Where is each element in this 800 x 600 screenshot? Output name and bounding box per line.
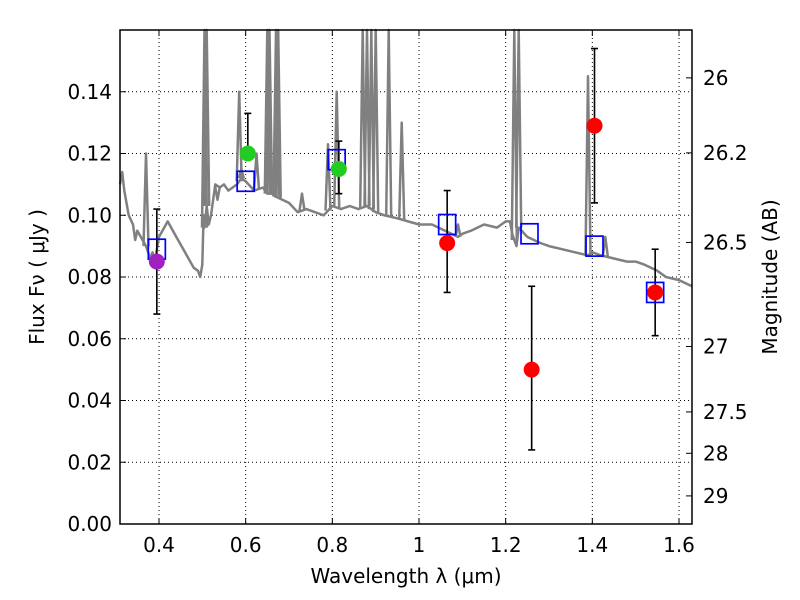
x-tick-label: 0.4 [143,533,175,557]
observed-point [523,361,540,378]
magnitude-tick-label: 26.5 [703,230,748,254]
y-tick-label: 0.00 [67,512,112,536]
emission-line [371,28,380,213]
magnitude-tick-label: 26.2 [703,141,748,165]
x-axis-title: Wavelength λ (μm) [310,564,501,588]
observed-point [239,145,256,162]
x-tick-label: 0.8 [316,533,348,557]
emission-line [324,142,332,211]
model-photometry-square [236,170,256,193]
magnitude-axis-title: Magnitude (AB) [758,199,782,354]
observed-point [647,284,664,301]
observed-point [148,253,165,270]
magnitude-tick-label: 29 [703,484,728,508]
emission-line [298,192,306,211]
model-spectrum [118,28,693,288]
observed-photometry [148,117,664,378]
error-bars [153,47,659,451]
x-tick-label: 1 [413,533,426,557]
magnitude-tick-label: 27.5 [703,400,748,424]
model-photometry-square [437,213,457,236]
model-photometry [147,148,665,304]
x-tick-label: 0.6 [230,533,262,557]
model-photometry-square [585,235,604,257]
y-tick-label: 0.08 [67,265,112,289]
y-tick-label: 0.06 [67,327,112,351]
grid [120,30,692,524]
emission-line [514,28,523,228]
y-tick-label: 0.12 [67,142,112,166]
emission-line [237,167,246,179]
spectrum-continuum [118,170,693,288]
y-tick-label: 0.10 [67,203,112,227]
axis-ticks [120,30,692,525]
emission-line [384,28,393,217]
model-photometry-square [645,281,665,304]
magnitude-tick-label: 26 [703,66,728,90]
magnitude-tick-label: 28 [703,441,728,465]
y-tick-label: 0.14 [67,80,112,104]
magnitude-tick-label: 27 [703,334,728,358]
tick-labels: 0.4 0.6 0.8 1 1.2 1.4 1.6 0.00 0.02 0.04 0.06 0.08 0… [67,66,747,557]
observed-point [586,117,603,134]
emission-line [213,185,222,202]
y-tick-label: 0.04 [67,389,112,413]
observed-point [330,160,347,177]
x-tick-label: 1.4 [576,533,608,557]
observed-point [439,235,456,252]
x-tick-label: 1.6 [663,533,695,557]
emission-line [584,75,592,256]
x-tick-label: 1.2 [490,533,522,557]
y-tick-label: 0.02 [67,450,112,474]
y-axis-title: Flux Fν ( μJy ) [25,209,49,345]
emission-line [397,121,406,220]
emission-line [142,152,150,247]
model-photometry-square [520,222,539,245]
